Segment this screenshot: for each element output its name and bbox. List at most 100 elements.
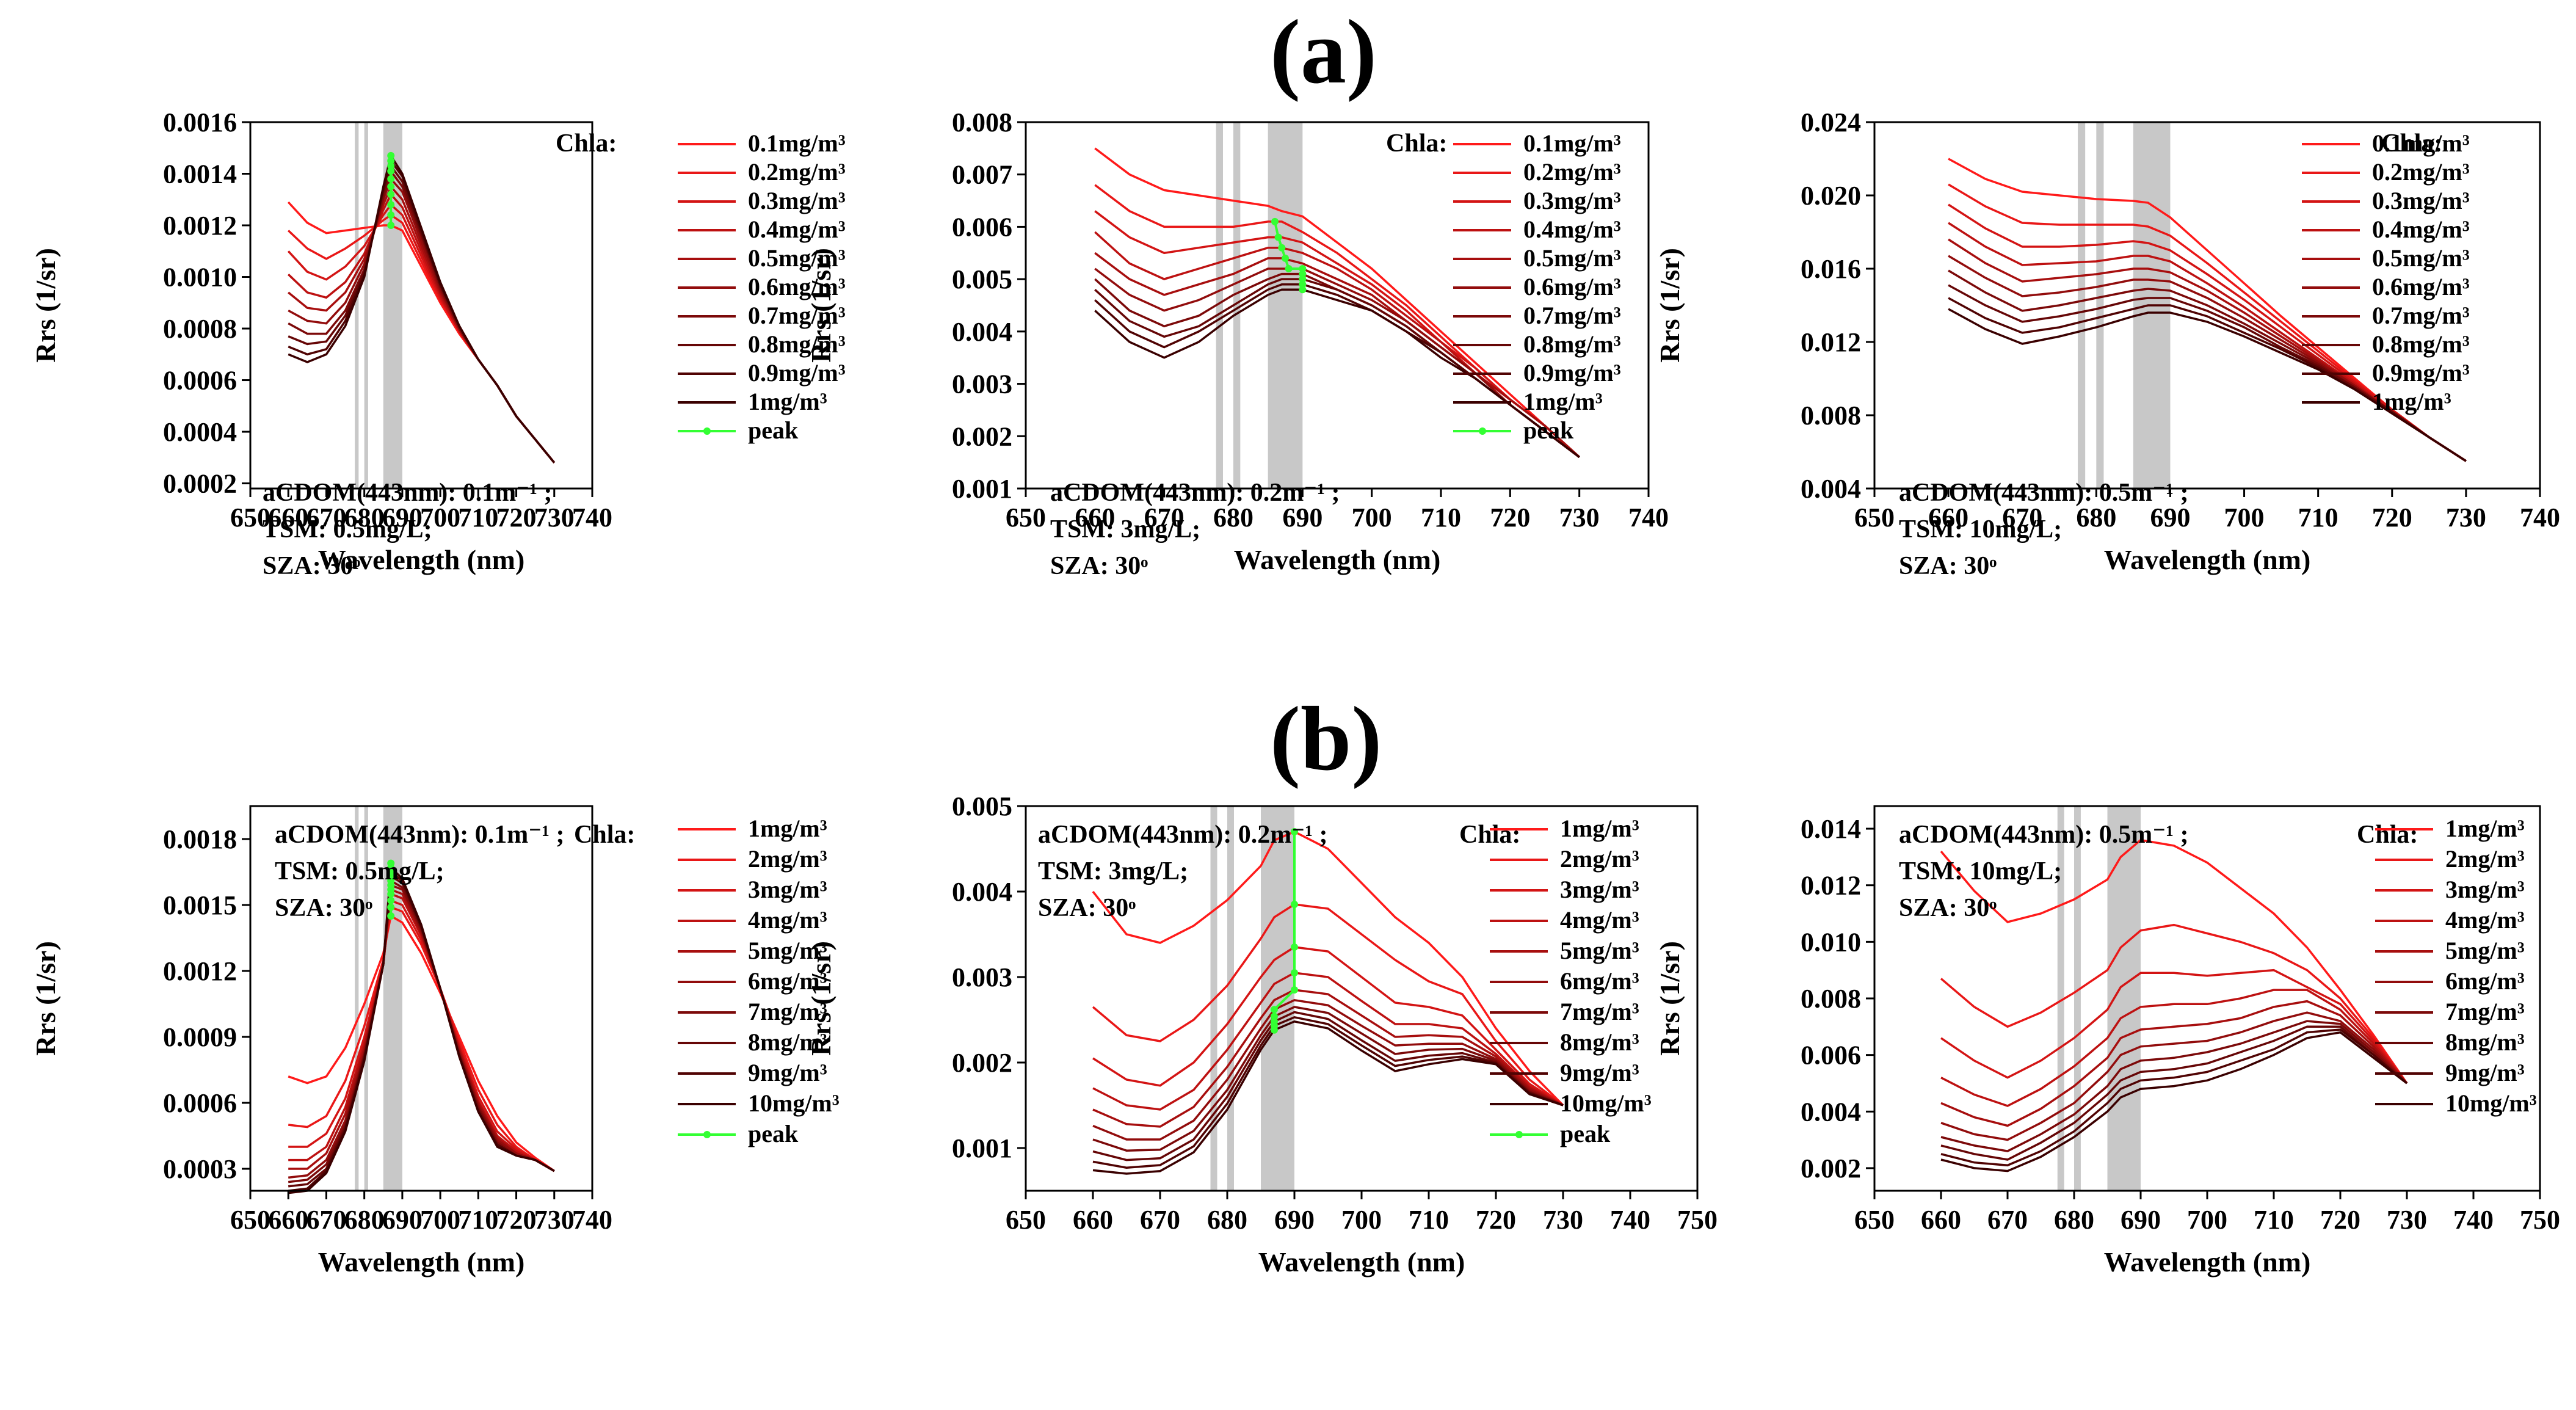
x-tick-label-a1-4: 690 — [382, 503, 423, 532]
x-tick-label-b2-10: 750 — [1677, 1205, 1718, 1235]
y-tick-label-a2-3: 0.004 — [952, 317, 1012, 347]
x-tick-label-b2-7: 720 — [1476, 1205, 1516, 1235]
series-line-b2-7 — [1092, 1011, 1564, 1161]
series-line-b3-5 — [1940, 1011, 2408, 1141]
series-line-a3-2 — [1948, 203, 2467, 462]
plot-frame-b1 — [249, 805, 593, 1192]
annotation-b1-1: TSM: 0.5mg/L; — [275, 857, 444, 885]
y-axis-title-a3: Rrs (1/sr) — [1654, 248, 1685, 363]
peak-point-a1-8 — [387, 157, 395, 165]
legend-label-b3-3: 4mg/m³ — [2445, 906, 2525, 934]
annotation-b1-2: SZA: 30ᵒ — [275, 894, 372, 922]
y-tick-label-b1-5: 0.0018 — [163, 824, 237, 854]
y-tick-label-a3-4: 0.020 — [1801, 181, 1861, 211]
y-tick-label-a3-3: 0.016 — [1801, 254, 1861, 284]
y-tick-label-b2-0: 0.001 — [952, 1133, 1012, 1163]
peak-point-a2-5 — [1299, 265, 1307, 272]
legend-label-b1-7: 8mg/m³ — [748, 1028, 827, 1056]
y-tick-label-a2-7: 0.008 — [952, 107, 1012, 137]
x-tick-label-a2-3: 680 — [1213, 503, 1254, 532]
x-tick-label-a3-5: 700 — [2224, 503, 2265, 532]
legend-label-a3-5: 0.6mg/m³ — [2372, 273, 2470, 300]
peak-point-a1-1 — [387, 211, 395, 219]
y-tick-label-a2-0: 0.001 — [952, 474, 1012, 504]
y-axis-title-b2: Rrs (1/sr) — [805, 941, 836, 1056]
shaded-band-a1-0 — [355, 122, 359, 489]
series-line-b2-0 — [1092, 830, 1564, 1107]
x-tick-label-b3-7: 720 — [2320, 1205, 2360, 1235]
legend-label-b2-9: 10mg/m³ — [1560, 1089, 1652, 1117]
x-tick-label-a2-6: 710 — [1421, 503, 1461, 532]
annotation-b1-0: aCDOM(443nm): 0.1m⁻¹ ; — [275, 821, 565, 849]
series-line-a3-7 — [1948, 284, 2467, 462]
x-tick-label-b3-2: 670 — [1987, 1205, 2028, 1235]
peak-point-b2-5 — [1271, 1006, 1278, 1014]
series-line-b3-1 — [1940, 923, 2408, 1085]
x-tick-label-a2-5: 700 — [1352, 503, 1392, 532]
x-tick-label-b2-2: 670 — [1140, 1205, 1180, 1235]
peak-point-a2-9 — [1299, 286, 1307, 294]
x-axis-title-b2: Wavelength (nm) — [1258, 1246, 1465, 1277]
y-tick-label-b1-0: 0.0003 — [163, 1154, 237, 1184]
x-tick-label-a1-9: 740 — [572, 503, 612, 532]
x-axis-title-a2: Wavelength (nm) — [1234, 544, 1441, 575]
legend-label-b3-5: 6mg/m³ — [2445, 967, 2525, 995]
legend-label-a2-0: 0.1mg/m³ — [1523, 129, 1621, 157]
series-line-a1-9 — [288, 153, 556, 463]
series-line-a2-0 — [1094, 147, 1580, 458]
y-tick-label-b1-3: 0.0012 — [163, 956, 237, 986]
legend-label-a3-6: 0.7mg/m³ — [2372, 302, 2470, 329]
series-line-b1-9 — [288, 865, 555, 1194]
legend-peak-marker-b1 — [703, 1131, 711, 1138]
legend-label-b3-4: 5mg/m³ — [2445, 937, 2525, 964]
x-tick-label-a3-4: 690 — [2150, 503, 2190, 532]
y-axis-title-a2: Rrs (1/sr) — [805, 248, 836, 363]
legend-title-a3: Chla: — [2381, 129, 2442, 158]
x-tick-label-a3-9: 740 — [2520, 503, 2560, 532]
legend-label-b3-1: 2mg/m³ — [2445, 845, 2525, 873]
x-tick-label-b1-9: 740 — [572, 1205, 612, 1235]
legend-label-b1-9: 10mg/m³ — [748, 1089, 840, 1117]
legend-label-a1-8: 0.9mg/m³ — [748, 359, 846, 387]
annotation-b3-1: TSM: 10mg/L; — [1899, 857, 2062, 885]
x-tick-label-b3-6: 710 — [2254, 1205, 2294, 1235]
legend-label-b1-2: 3mg/m³ — [748, 876, 827, 903]
legend-label-b1-10: peak — [748, 1120, 799, 1147]
annotation-a1-2: SZA: 30ᵒ — [263, 552, 360, 580]
shaded-band-b3-0 — [2057, 806, 2064, 1191]
x-tick-label-b3-3: 680 — [2054, 1205, 2094, 1235]
x-tick-label-a2-0: 650 — [1006, 503, 1046, 532]
shaded-band-a2-0 — [1216, 122, 1223, 489]
x-tick-label-a2-1: 660 — [1075, 503, 1115, 532]
peak-point-b1-2 — [387, 896, 395, 904]
legend-label-a2-4: 0.5mg/m³ — [1523, 244, 1621, 272]
y-tick-label-b2-2: 0.003 — [952, 962, 1012, 992]
peak-point-a1-5 — [387, 175, 395, 183]
x-tick-label-a3-0: 650 — [1854, 503, 1895, 532]
x-tick-label-b3-8: 730 — [2387, 1205, 2427, 1235]
series-line-b3-2 — [1940, 968, 2408, 1085]
annotation-a3-2: SZA: 30ᵒ — [1899, 552, 1997, 580]
x-tick-label-b3-0: 650 — [1854, 1205, 1895, 1235]
series-line-a2-9 — [1094, 288, 1580, 458]
peak-point-a1-7 — [387, 162, 395, 170]
x-tick-label-a1-1: 660 — [268, 503, 308, 532]
series-line-b2-4 — [1092, 989, 1564, 1128]
x-tick-label-a1-7: 720 — [496, 503, 537, 532]
y-tick-label-b2-4: 0.005 — [952, 791, 1012, 821]
legend-label-b3-8: 9mg/m³ — [2445, 1059, 2525, 1086]
annotation-a3-1: TSM: 10mg/L; — [1899, 515, 2062, 543]
legend-title-a1: Chla: — [556, 129, 617, 158]
y-tick-label-b3-4: 0.010 — [1801, 927, 1861, 957]
peak-point-b1-10 — [387, 859, 395, 867]
y-tick-label-b1-4: 0.0015 — [163, 890, 237, 920]
legend-label-b2-1: 2mg/m³ — [1560, 845, 1639, 873]
legend-label-a3-3: 0.4mg/m³ — [2372, 216, 2470, 243]
legend-label-b1-6: 7mg/m³ — [748, 998, 827, 1025]
series-line-b1-3 — [288, 892, 555, 1172]
series-line-b3-8 — [1940, 1028, 2408, 1167]
legend-label-b1-4: 5mg/m³ — [748, 937, 827, 964]
annotation-b2-2: SZA: 30ᵒ — [1038, 894, 1136, 922]
x-tick-label-b3-4: 690 — [2121, 1205, 2161, 1235]
